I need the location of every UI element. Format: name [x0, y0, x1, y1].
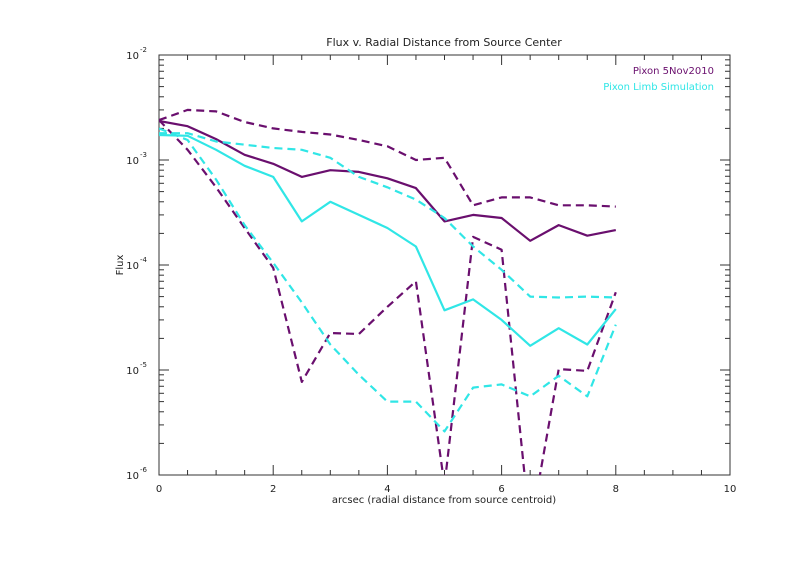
y-tick-exponent: -2	[140, 46, 147, 54]
y-tick-exponent: -3	[140, 151, 147, 159]
x-axis-label: arcsec (radial distance from source cent…	[332, 495, 556, 506]
y-tick-label: 10	[126, 366, 139, 377]
legend-entry-pixon-limb-simulation: Pixon Limb Simulation	[603, 82, 714, 93]
x-tick-label: 0	[156, 484, 162, 495]
x-tick-label: 6	[498, 484, 504, 495]
legend: Pixon 5Nov2010 Pixon Limb Simulation	[603, 66, 714, 93]
y-tick-exponent: -4	[140, 256, 148, 264]
series-line-pixon-limb-simulation-lower-bound	[159, 127, 617, 433]
series-group	[159, 108, 617, 475]
y-tick-exponent: -6	[140, 466, 148, 474]
x-tick-label: 4	[384, 484, 390, 495]
series-line-pixon-5nov2010	[159, 119, 617, 242]
x-tick-label: 10	[724, 484, 737, 495]
x-tick-label: 8	[613, 484, 619, 495]
chart-title: Flux v. Radial Distance from Source Cent…	[326, 36, 562, 49]
y-tick-label: 10	[126, 471, 139, 482]
series-line-pixon-limb-simulation-upper-bound	[159, 132, 616, 299]
x-tick-label: 2	[270, 484, 276, 495]
plot-frame	[158, 54, 731, 476]
series-line-pixon-5nov2010-lower-bound	[159, 119, 617, 475]
y-tick-label: 10	[126, 261, 139, 272]
series-line-pixon-5nov2010-upper-bound	[159, 108, 616, 208]
y-axis-label: Flux	[115, 255, 126, 276]
y-tick-label: 10	[126, 51, 139, 62]
y-tick-exponent: -5	[140, 361, 147, 369]
series-line-pixon-limb-simulation	[159, 133, 617, 347]
legend-entry-pixon-5nov2010: Pixon 5Nov2010	[633, 66, 714, 77]
y-tick-label: 10	[126, 156, 139, 167]
